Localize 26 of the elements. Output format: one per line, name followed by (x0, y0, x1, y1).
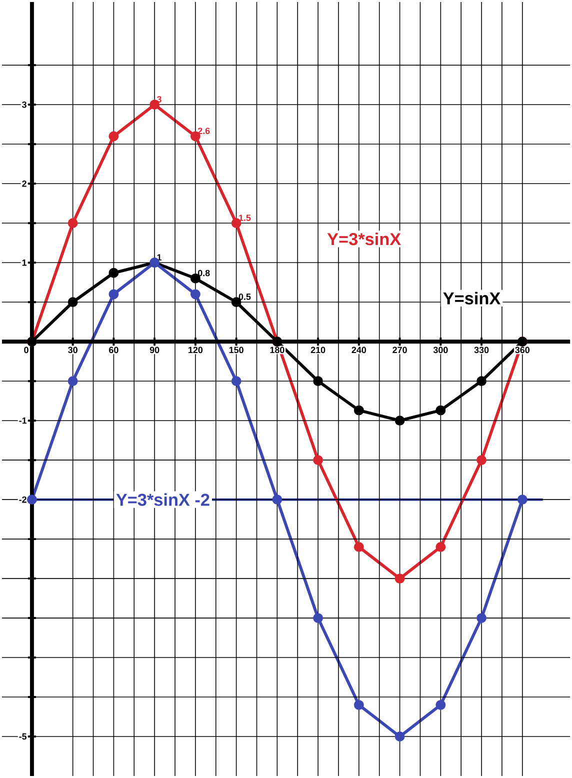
data-label: 0.5 (238, 294, 251, 300)
y-tick-label: -2 (19, 496, 26, 503)
y-tick-label: 1 (22, 260, 27, 266)
text: Y=sinX (443, 292, 500, 304)
x-tick-label: 150 (229, 346, 244, 354)
data-label: 1.5 (239, 214, 251, 221)
y-tick-label: -1 (19, 418, 27, 424)
x-tick-label: 30 (68, 346, 78, 354)
y-tick-label: 2 (22, 180, 26, 187)
y-tick-label: -5 (19, 733, 27, 740)
text: Y=3*sinX (327, 232, 401, 246)
x-tick-label: 270 (392, 346, 407, 354)
x-tick-label: 360 (515, 346, 530, 354)
x-tick-label: 240 (352, 346, 366, 354)
x-tick-label: 210 (310, 346, 326, 354)
data-label: 0.8 (198, 270, 210, 276)
text: Y=3*sinX -2 (116, 493, 210, 506)
x-tick-label: 0 (24, 346, 28, 354)
x-tick-label: 300 (433, 346, 448, 354)
x-tick-label: 120 (188, 346, 203, 354)
x-tick-label: 90 (150, 346, 160, 354)
y-tick-label: 3 (22, 101, 26, 108)
x-tick-label: 60 (109, 346, 118, 354)
x-tick-label: 330 (474, 346, 489, 354)
x-tick-label: 180 (270, 346, 284, 354)
data-label: 2.6 (198, 128, 210, 134)
